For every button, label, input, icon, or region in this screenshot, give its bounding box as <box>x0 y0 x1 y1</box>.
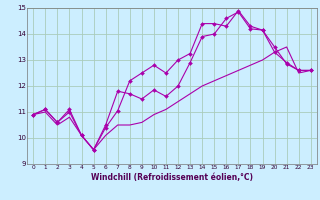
X-axis label: Windchill (Refroidissement éolien,°C): Windchill (Refroidissement éolien,°C) <box>91 173 253 182</box>
